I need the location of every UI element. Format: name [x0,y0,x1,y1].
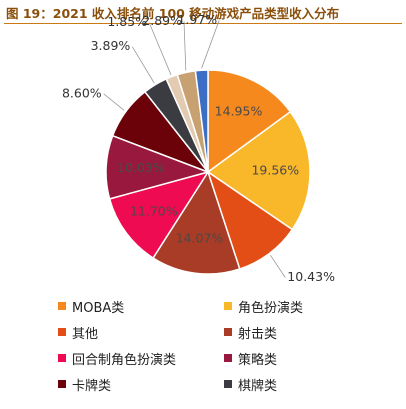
data-label-5: 11.70% [130,203,178,218]
leader-line-3 [270,254,286,278]
data-label-7: 8.60% [62,85,102,100]
data-label-4: 14.07% [176,230,224,245]
legend-item: 卡牌类 [58,376,112,394]
legend-swatch [224,328,232,336]
legend-item: 棋牌类 [224,376,278,394]
legend-label: 卡牌类 [72,378,112,394]
leader-lines [103,20,286,278]
legend-label: MOBA类 [72,300,125,316]
legend-item: 回合制角色扮演类 [58,350,177,368]
legend-label: 其他 [72,326,99,342]
data-label-8: 3.89% [91,38,131,53]
leader-line-9 [148,22,172,75]
legend-label: 射击类 [238,326,278,342]
data-label-1: 14.95% [215,104,263,119]
legend-swatch [58,328,66,336]
figure-title: 图 19：2021 收入排名前 100 移动游戏产品类型收入分布 [6,6,340,21]
data-label-10: 2.89% [142,13,182,28]
data-label-11: 1.97% [177,12,217,27]
pie-slices [105,69,311,275]
leader-line-10 [183,21,187,71]
data-label-6: 10.03% [117,160,165,175]
pie-slice-11 [194,69,209,173]
legend-label: 角色扮演类 [238,300,304,316]
data-labels: 14.95% 19.56% 10.43% 14.07% 11.70% 10.03% 8.60… [62,12,335,284]
leader-line-7 [103,93,125,111]
legend-item: MOBA类 [58,298,125,316]
leader-line-11 [201,20,220,69]
data-label-2: 19.56% [251,162,299,177]
legend-swatch [58,354,66,362]
pie-slice-4 [152,170,241,275]
legend-item: 其他 [58,324,99,342]
legend-item: 射击类 [224,324,278,342]
legend-label: 棋牌类 [238,378,278,394]
legend-item: 策略类 [224,350,278,368]
legend-swatch [224,354,232,362]
legend-label: 回合制角色扮演类 [72,352,177,368]
legend-swatch [58,302,66,310]
legend-label: 策略类 [238,352,278,368]
data-label-9: 1.85% [107,14,147,29]
legend-swatch [224,380,232,388]
legend-swatch [224,302,232,310]
legend-swatch [58,380,66,388]
pie-slice-2 [206,110,311,231]
pie-slice-1 [207,69,292,174]
pie-slice-5 [108,170,210,260]
data-label-3: 10.43% [287,269,335,284]
title-underline [4,23,402,24]
leader-line-8 [131,46,155,84]
legend-item: 角色扮演类 [224,298,304,316]
